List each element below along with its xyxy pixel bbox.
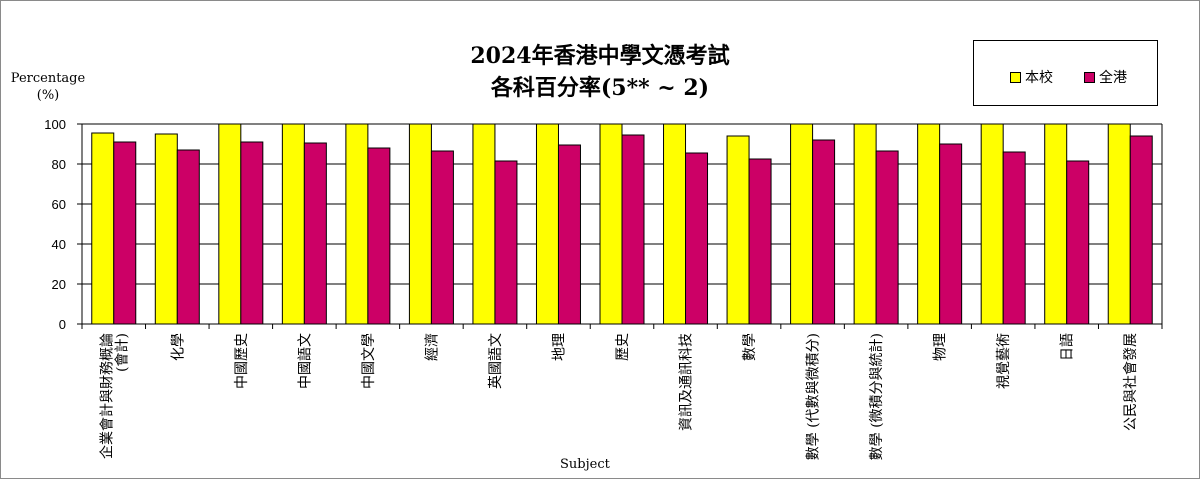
bar-school [917,123,941,325]
bar-hk [939,143,963,325]
x-tick-label: 中國文學 [361,333,377,389]
bar-school [154,133,178,325]
bar-hk [685,152,709,325]
bar-school [281,123,305,325]
bar-hk [748,158,772,325]
legend-label-hk: 全港 [1099,70,1127,86]
legend-item-hk: 全港 [1084,67,1127,87]
y-axis-label: Percentage (%) [8,70,88,104]
legend-swatch-hk [1084,71,1095,83]
bar-school [345,123,369,325]
bar-school [472,123,496,325]
y-tick-label: 80 [52,157,66,172]
legend: 本校 全港 [973,40,1158,106]
y-tick-label: 0 [59,317,66,332]
bar-hk [303,142,327,325]
x-tick-label: 數學 (代數與微積分) [806,333,822,460]
x-tick-label: 日語 [1060,333,1076,361]
x-tick-label: 數學 (微積分與統計) [869,333,885,460]
bar-hk [621,134,645,325]
x-tick-label: 企業會計與財務概論 [98,333,115,459]
bar-school [218,123,242,325]
x-axis-label: Subject [560,457,610,472]
x-tick-label: 視覺藝術 [996,333,1012,389]
bar-school [1107,123,1131,325]
x-tick-label: 資訊及通訊科技 [679,333,695,431]
bar-school [599,123,623,325]
bar-school [91,132,115,325]
bar-hk [1066,160,1090,325]
bar-hk [875,150,899,325]
x-tick-label: 數學 [742,333,758,361]
bar-school [1044,123,1068,325]
bar-hk [1002,151,1026,325]
bar-hk [557,144,581,325]
x-tick-label: 中國歷史 [234,333,250,389]
bar-hk [240,141,264,325]
bar-hk [430,150,454,325]
chart-subtitle: 各科百分率(5** ~ 2) [490,75,710,101]
bar-hk [1129,135,1153,325]
x-tick-label: 經濟 [424,333,440,361]
bar-hk [812,139,836,325]
bar-school [726,135,750,325]
bar-school [663,123,687,325]
bar-hk [113,141,137,325]
x-tick-label: 英國語文 [487,333,504,389]
x-tick-label: 公民與社會發展 [1123,333,1139,431]
bar-school [980,123,1004,325]
x-tick-label: 地理 [551,333,567,361]
x-tick-label: 化學 [170,333,186,361]
y-tick-label: 40 [52,237,66,252]
bar-school [790,123,814,325]
legend-swatch-school [1010,71,1021,83]
x-tick-label: 物理 [933,333,949,361]
y-axis-label-line2: (%) [36,88,60,103]
y-tick-label: 20 [52,277,66,292]
x-tick-label: 中國語文 [297,333,313,389]
x-tick-label: 歷史 [615,333,631,361]
bar-school [408,123,432,325]
x-tick-label: (會計) [114,333,130,372]
bar-hk [367,147,391,325]
chart-title: 2024年香港中學文憑考試 [470,43,730,69]
bar-school [535,123,559,325]
bar-hk [176,149,200,325]
bar-hk [494,160,518,325]
y-tick-label: 100 [44,117,66,132]
y-tick-label: 60 [52,197,66,212]
bar-school [853,123,877,325]
y-axis-label-line1: Percentage [10,71,86,86]
legend-label-school: 本校 [1025,70,1053,86]
legend-item-school: 本校 [1010,67,1053,87]
